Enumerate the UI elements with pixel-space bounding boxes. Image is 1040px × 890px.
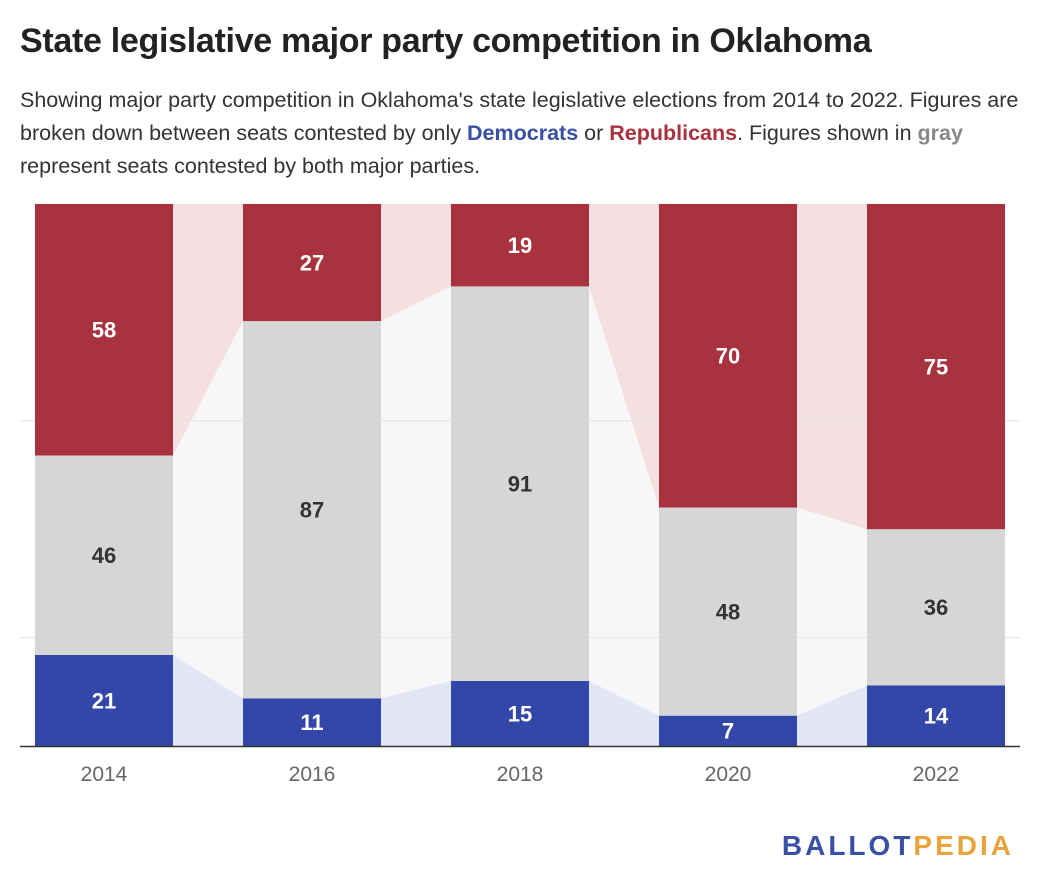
- label-contested: 48: [716, 599, 740, 624]
- label-democrats: 11: [300, 710, 323, 735]
- bar-republicans: [867, 204, 1005, 530]
- subtitle-text-4: represent seats contested by both major …: [20, 154, 481, 178]
- subtitle-text-3: . Figures shown in: [737, 121, 918, 145]
- label-democrats: 15: [508, 701, 532, 726]
- label-republicans: 19: [508, 233, 532, 258]
- contested-band: [381, 286, 451, 699]
- bars: [35, 204, 1005, 746]
- chart-title: State legislative major party competitio…: [20, 22, 872, 60]
- democrat-band: [589, 680, 659, 746]
- label-contested: 87: [300, 498, 324, 523]
- connector-bands: [173, 204, 867, 746]
- bar-republicans: [35, 204, 173, 456]
- subtitle-republicans: Republicans: [609, 121, 738, 145]
- bar-contested: [35, 455, 173, 655]
- label-democrats: 7: [722, 719, 734, 744]
- label-republicans: 58: [92, 318, 116, 343]
- x-tick-label: 2018: [497, 763, 544, 786]
- label-contested: 91: [508, 471, 532, 496]
- bar-republicans: [659, 204, 797, 508]
- label-republicans: 27: [300, 250, 324, 275]
- label-contested: 46: [92, 543, 116, 568]
- democrat-band: [381, 680, 451, 746]
- label-contested: 36: [924, 595, 948, 620]
- republican-band: [797, 204, 867, 530]
- bar-contested: [867, 529, 1005, 686]
- bar-democrats: [243, 698, 381, 746]
- x-tick-label: 2014: [81, 763, 128, 786]
- subtitle-democrats: Democrats: [467, 121, 579, 145]
- republican-band: [173, 204, 243, 456]
- label-republicans: 70: [716, 344, 740, 369]
- bar-republicans: [243, 204, 381, 322]
- label-democrats: 14: [924, 703, 949, 728]
- x-axis-ticks: 2014 2016 2018 2020 2022: [81, 763, 960, 786]
- bar-contested: [451, 286, 589, 681]
- x-tick-label: 2022: [913, 763, 960, 786]
- x-tick-label: 2020: [705, 763, 752, 786]
- logo-text-pedia: PEDIA: [913, 830, 1014, 861]
- democrat-band: [173, 654, 243, 746]
- bar-democrats: [867, 685, 1005, 746]
- logo-text-ballot: BALLOT: [781, 830, 914, 861]
- bar-labels: 21 46 58 11 87 27 15 91 19 7 48 70 14 36 75: [92, 233, 949, 744]
- x-tick-label: 2016: [289, 763, 336, 786]
- bar-democrats: [659, 715, 797, 746]
- subtitle-gray: gray: [917, 121, 963, 145]
- subtitle-text-2: or: [578, 121, 610, 145]
- subtitle-text-1: Showing major party competition in Oklah…: [20, 88, 1019, 145]
- ballotpedia-logo: BALLOTPEDIA: [782, 830, 1014, 862]
- label-democrats: 21: [92, 688, 116, 713]
- chart-subtitle: Showing major party competition in Oklah…: [20, 84, 1025, 183]
- democrat-band: [797, 685, 867, 746]
- bar-republicans: [451, 204, 589, 287]
- contested-band: [589, 286, 659, 716]
- contested-band: [797, 507, 867, 716]
- bar-contested: [243, 321, 381, 699]
- label-republicans: 75: [924, 354, 948, 379]
- bar-democrats: [451, 680, 589, 746]
- republican-band: [589, 204, 659, 508]
- contested-band: [173, 321, 243, 699]
- bar-democrats: [35, 654, 173, 746]
- bar-contested: [659, 507, 797, 716]
- republican-band: [381, 204, 451, 322]
